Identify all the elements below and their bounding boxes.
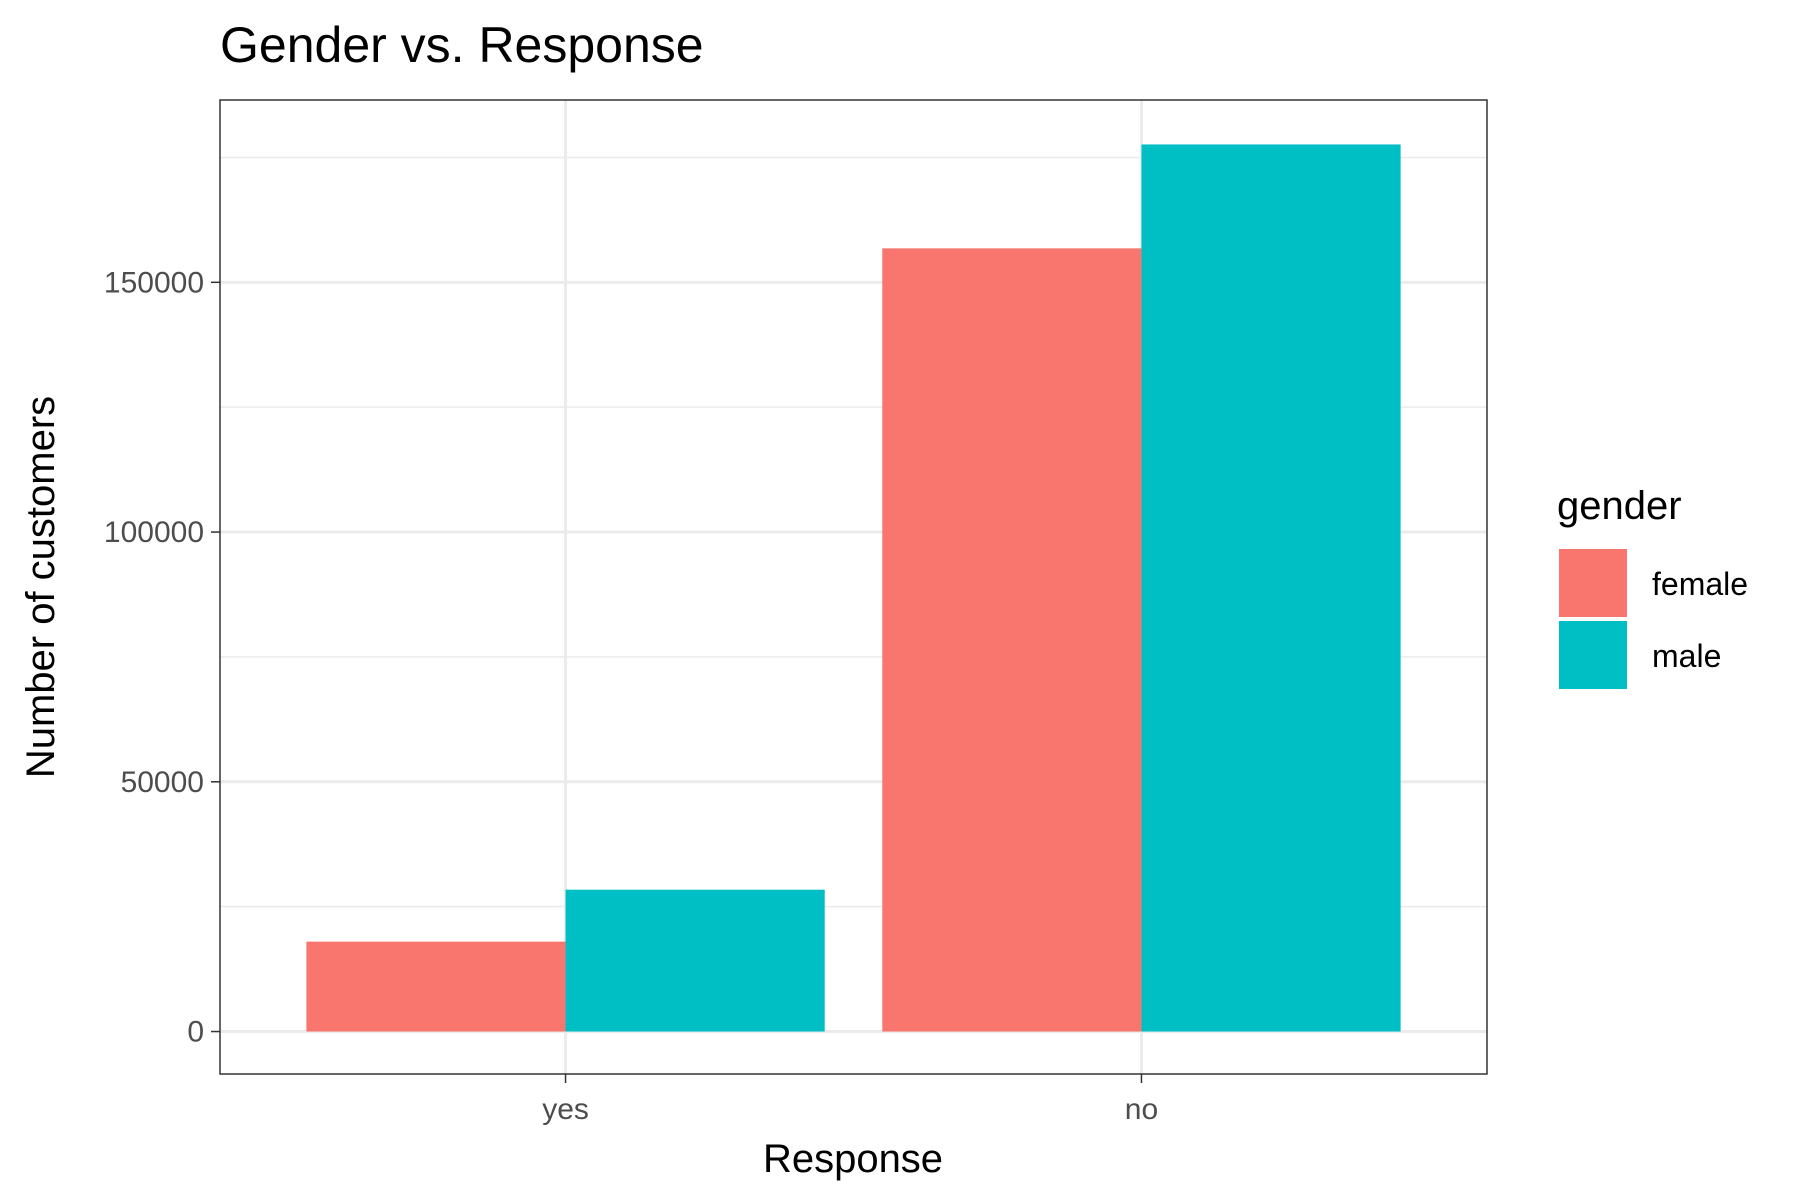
- y-axis: 0 50000 100000 150000: [104, 266, 220, 1049]
- bar-female-yes: [306, 941, 566, 1032]
- legend-key-male: [1559, 621, 1627, 689]
- y-tick-label: 100000: [104, 516, 204, 549]
- bars: [306, 144, 1401, 1032]
- chart-title: Gender vs. Response: [220, 17, 704, 73]
- x-tick-label-no: no: [1125, 1093, 1158, 1126]
- bar-male-yes: [565, 889, 825, 1032]
- x-tick-label-yes: yes: [542, 1093, 589, 1126]
- legend-title: gender: [1557, 484, 1682, 528]
- y-tick-label: 0: [187, 1016, 204, 1049]
- y-tick-label: 50000: [121, 766, 204, 799]
- y-axis-title: Number of customers: [19, 396, 63, 778]
- y-tick-label: 150000: [104, 266, 204, 299]
- legend: gender female male: [1557, 484, 1748, 689]
- plot-panel-border: [219, 99, 1488, 1075]
- legend-label-male: male: [1652, 638, 1721, 674]
- bar-male-no: [1141, 144, 1401, 1032]
- bar-female-no: [882, 248, 1142, 1032]
- x-axis-title: Response: [763, 1137, 943, 1181]
- legend-key-female: [1559, 549, 1627, 617]
- legend-label-female: female: [1652, 566, 1748, 602]
- x-axis: yes no: [542, 1074, 1158, 1126]
